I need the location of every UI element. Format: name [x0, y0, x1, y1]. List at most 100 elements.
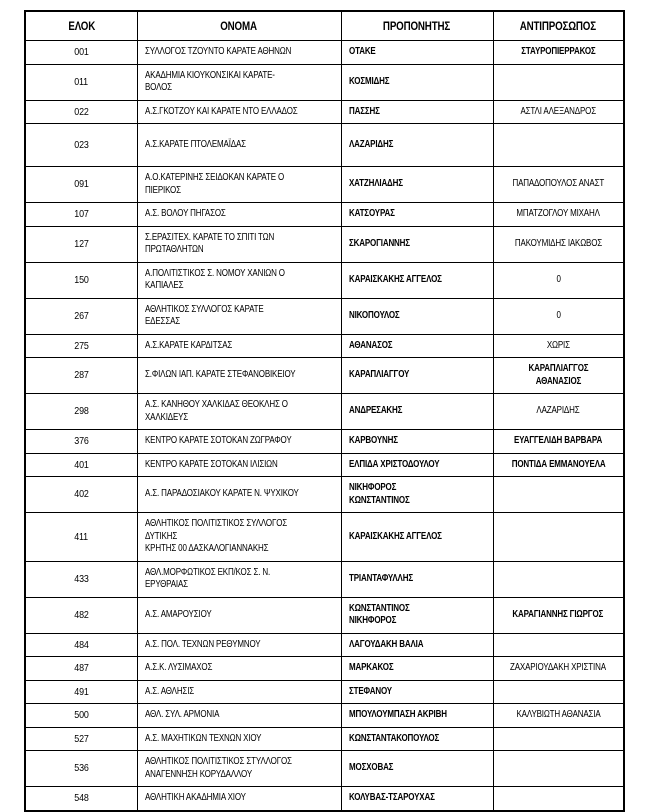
elok-code-text: 011: [74, 75, 89, 88]
coach-text: ΚΑΡΒΟΥΝΗΣ: [348, 435, 398, 446]
cell-club-name: Α.Σ. ΑΜΑΡΟΥΣΙΟΥ: [136, 596, 342, 634]
cell-elok-code: 011: [24, 63, 138, 101]
club-name-text: ΣΥΛΛΟΓΟΣ ΤΖΟΥΝΤΟ ΚΑΡΑΤΕ ΑΘΗΝΩΝ: [144, 46, 291, 57]
club-name-text: Α.Σ. ΠΑΡΑΔΟΣΙΑΚΟΥ ΚΑΡΑΤΕ Ν. ΨΥΧΙΚΟΥ: [144, 488, 299, 500]
club-name-text: ΑΘΛΗΤΙΚΟΣ ΣΥΛΛΟΓΟΣ ΚΑΡΑΤΕ ΕΔΕΣΣΑΣ: [144, 303, 264, 328]
header-coach: ΠΡΟΠΟΝΗΤΗΣ: [340, 10, 494, 41]
cell-elok-code: 402: [24, 476, 138, 513]
table-row: 287 Σ.ΦΙΛΩΝ ΙΑΠ. ΚΑΡΑΤΕ ΣΤΕΦΑΝΟΒΙΚΕΙΟΥ Κ…: [24, 357, 625, 394]
representative-text: 0: [556, 309, 561, 321]
coach-text: ΚΟΛΥΒΑΣ-ΤΣΑΡΟΥΧΑΣ: [348, 792, 435, 803]
cell-elok-code: 491: [24, 679, 138, 704]
coach-text: ΚΑΡΑΠΛΙΑΓΓΟΥ: [348, 369, 409, 381]
elok-code-text: 267: [74, 309, 89, 322]
coach-text: ΚΩΝΣΤΑΝΤΑΚΟΠΟΥΛΟΣ: [348, 732, 439, 744]
cell-representative: ΛΑΖΑΡΙΔΗΣ: [492, 393, 625, 430]
header-row: ΕΛΟΚ ΟΝΟΜΑ ΠΡΟΠΟΝΗΤΗΣ ΑΝΤΙΠΡΟΣΩΠΟΣ: [24, 10, 625, 41]
elok-code-text: 275: [74, 339, 89, 352]
cell-representative: [492, 726, 625, 751]
cell-representative: ΑΣΤΛΙ ΑΛΕΞΑΝΔΡΟΣ: [492, 99, 625, 124]
club-name-text: Σ.ΕΡΑΣΙΤΕΧ. ΚΑΡΑΤΕ ΤΟ ΣΠΙΤΙ ΤΩΝ ΠΡΩΤΑΘΛΗ…: [144, 231, 274, 256]
elok-code-text: 127: [74, 237, 89, 250]
cell-elok-code: 107: [24, 202, 138, 227]
cell-elok-code: 275: [24, 333, 138, 358]
cell-coach: ΟΤΑΚΕ: [340, 40, 494, 65]
cell-coach: ΚΩΝΣΤΑΝΤΙΝΟΣ ΝΙΚΗΦΟΡΟΣ: [340, 596, 494, 634]
cell-club-name: ΑΘΛΗΤΙΚΟΣ ΠΟΛΙΤΙΣΤΙΚΟΣ ΣΥΛΛΟΓΟΣ ΔΥΤΙΚΗΣ …: [136, 512, 342, 562]
cell-elok-code: 484: [24, 632, 138, 657]
cell-club-name: Α.Σ.Κ. ΛΥΣΙΜΑΧΟΣ: [136, 656, 342, 681]
coach-text: ΣΚΑΡΟΓΙΑΝΝΗΣ: [348, 237, 410, 249]
table-row: 127 Σ.ΕΡΑΣΙΤΕΧ. ΚΑΡΑΤΕ ΤΟ ΣΠΙΤΙ ΤΩΝ ΠΡΩΤ…: [24, 225, 625, 263]
cell-club-name: ΑΘΛ. ΣΥΛ. ΑΡΜΟΝΙΑ: [136, 703, 342, 728]
elok-code-text: 433: [74, 572, 89, 585]
representative-text: ΚΑΡΑΓΙΑΝΝΗΣ ΓΙΩΡΓΟΣ: [512, 608, 604, 620]
cell-coach: ΚΑΡΑΠΛΙΑΓΓΟΥ: [340, 357, 494, 394]
elok-code-text: 491: [74, 685, 89, 698]
table-header: ΕΛΟΚ ΟΝΟΜΑ ΠΡΟΠΟΝΗΤΗΣ ΑΝΤΙΠΡΟΣΩΠΟΣ: [24, 10, 625, 41]
cell-club-name: ΚΕΝΤΡΟ ΚΑΡΑΤΕ ΣΟΤΟΚΑΝ ΖΩΓΡΑΦΟΥ: [136, 429, 342, 454]
elok-code-text: 548: [74, 792, 89, 804]
table-row: 500 ΑΘΛ. ΣΥΛ. ΑΡΜΟΝΙΑ ΜΠΟΥΛΟΥΜΠΑΣΗ ΑΚΡΙΒ…: [24, 703, 625, 728]
elok-code-text: 023: [74, 138, 89, 151]
representative-text: ΖΑΧΑΡΙΟΥΔΑΚΗ ΧΡΙΣΤΙΝΑ: [510, 662, 607, 673]
coach-text: ΚΟΣΜΙΔΗΣ: [348, 75, 390, 87]
cell-coach: ΕΛΠΙΔΑ ΧΡΙΣΤΟΔΟΥΛΟΥ: [340, 452, 494, 477]
cell-club-name: ΣΥΛΛΟΓΟΣ ΤΖΟΥΝΤΟ ΚΑΡΑΤΕ ΑΘΗΝΩΝ: [136, 40, 342, 65]
club-name-text: Α.Σ. ΑΘΛΗΣΙΣ: [144, 685, 194, 697]
cell-coach: ΜΠΟΥΛΟΥΜΠΑΣΗ ΑΚΡΙΒΗ: [340, 703, 494, 728]
elok-code-text: 298: [74, 405, 89, 418]
cell-representative: ΠΑΠΑΔΟΠΟΥΛΟΣ ΑΝΑΣΤ: [492, 166, 625, 203]
cell-club-name: Α.Σ. ΠΑΡΑΔΟΣΙΑΚΟΥ ΚΑΡΑΤΕ Ν. ΨΥΧΙΚΟΥ: [136, 476, 342, 513]
header-name-label: ΟΝΟΜΑ: [220, 21, 258, 33]
cell-coach: ΚΩΝΣΤΑΝΤΑΚΟΠΟΥΛΟΣ: [340, 726, 494, 751]
cell-representative: ΧΩΡΙΣ: [492, 333, 625, 358]
cell-elok-code: 001: [24, 40, 138, 65]
cell-representative: 0: [492, 297, 625, 335]
cell-elok-code: 376: [24, 429, 138, 454]
cell-club-name: ΑΚΑΔΗΜΙΑ ΚΙΟΥΚΟΝΣΙΚΑΙ ΚΑΡΑΤΕ-ΒΟΛΟΣ: [136, 63, 342, 101]
representative-text: ΜΠΑΤΖΟΓΛΟΥ ΜΙΧΑΗΛ: [516, 208, 601, 219]
cell-elok-code: 527: [24, 726, 138, 751]
cell-elok-code: 287: [24, 357, 138, 394]
table-row: 150 Α.ΠΟΛΙΤΙΣΤΙΚΟΣ Σ. ΝΟΜΟΥ ΧΑΝΙΩΝ Ο ΚΑΠ…: [24, 261, 625, 299]
cell-elok-code: 548: [24, 786, 138, 811]
cell-coach: ΣΚΑΡΟΓΙΑΝΝΗΣ: [340, 225, 494, 263]
club-name-text: ΑΚΑΔΗΜΙΑ ΚΙΟΥΚΟΝΣΙΚΑΙ ΚΑΡΑΤΕ-ΒΟΛΟΣ: [144, 69, 275, 94]
cell-elok-code: 487: [24, 656, 138, 681]
cell-elok-code: 482: [24, 596, 138, 634]
table-row: 433 ΑΘΛ.ΜΟΡΦΩΤΙΚΟΣ ΕΚΠ/ΚΟΣ Σ. Ν. ΕΡΥΘΡΑΙ…: [24, 560, 625, 598]
cell-club-name: Σ.ΦΙΛΩΝ ΙΑΠ. ΚΑΡΑΤΕ ΣΤΕΦΑΝΟΒΙΚΕΙΟΥ: [136, 357, 342, 394]
club-name-text: Α.Σ.ΓΚΟΤΖΟΥ ΚΑΙ ΚΑΡΑΤΕ ΝΤΟ ΕΛΛΑΔΟΣ: [144, 105, 298, 117]
cell-coach: ΤΡΙΑΝΤΑΦΥΛΛΗΣ: [340, 560, 494, 598]
cell-representative: ΜΠΑΤΖΟΓΛΟΥ ΜΙΧΑΗΛ: [492, 202, 625, 227]
cell-coach: ΚΟΣΜΙΔΗΣ: [340, 63, 494, 101]
club-name-text: Α.Σ. ΑΜΑΡΟΥΣΙΟΥ: [144, 608, 212, 620]
cell-club-name: ΚΕΝΤΡΟ ΚΑΡΑΤΕ ΣΟΤΟΚΑΝ ΙΛΙΣΙΩΝ: [136, 452, 342, 477]
club-name-text: ΑΘΛΗΤΙΚΟΣ ΠΟΛΙΤΙΣΤΙΚΟΣ ΣΥΛΛΟΓΟΣ ΔΥΤΙΚΗΣ …: [144, 518, 287, 554]
cell-coach: ΚΑΡΑΙΣΚΑΚΗΣ ΑΓΓΕΛΟΣ: [340, 261, 494, 299]
elok-code-text: 287: [74, 369, 89, 382]
cell-club-name: Α.Ο.ΚΑΤΕΡΙΝΗΣ ΣΕΙΔΟΚΑΝ ΚΑΡΑΤΕ Ο ΠΙΕΡΙΚΟΣ: [136, 166, 342, 203]
cell-club-name: ΑΘΛΗΤΙΚΗ ΑΚΑΔΗΜΙΑ ΧΙΟΥ: [136, 786, 342, 811]
cell-representative: ΠΟΝΤΙΔΑ ΕΜΜΑΝΟΥΕΛΑ: [492, 452, 625, 477]
representative-text: ΠΟΝΤΙΔΑ ΕΜΜΑΝΟΥΕΛΑ: [511, 458, 606, 470]
elok-code-text: 411: [74, 530, 89, 543]
table-row: 107 Α.Σ. ΒΟΛΟΥ ΠΗΓΑΣΟΣ ΚΑΤΣΟΥΡΑΣ ΜΠΑΤΖΟΓ…: [24, 202, 625, 227]
coach-text: ΛΑΖΑΡΙΔΗΣ: [348, 138, 393, 150]
cell-club-name: Α.Σ.ΚΑΡΑΤΕ ΚΑΡΔΙΤΣΑΣ: [136, 333, 342, 358]
club-name-text: Α.Σ. ΠΟΛ. ΤΕΧΝΩΝ ΡΕΘΥΜΝΟΥ: [144, 638, 261, 650]
table-row: 023 Α.Σ.ΚΑΡΑΤΕ ΠΤΟΛΕΜΑΪΔΑΣ ΛΑΖΑΡΙΔΗΣ: [24, 123, 625, 167]
cell-coach: ΜΟΣΧΟΒΑΣ: [340, 750, 494, 787]
cell-elok-code: 536: [24, 750, 138, 787]
elok-code-text: 500: [74, 709, 89, 721]
cell-elok-code: 298: [24, 393, 138, 430]
table-body: 001 ΣΥΛΛΟΓΟΣ ΤΖΟΥΝΤΟ ΚΑΡΑΤΕ ΑΘΗΝΩΝ ΟΤΑΚΕ…: [24, 40, 625, 811]
elok-code-text: 482: [74, 608, 89, 621]
table-row: 376 ΚΕΝΤΡΟ ΚΑΡΑΤΕ ΣΟΤΟΚΑΝ ΖΩΓΡΑΦΟΥ ΚΑΡΒΟ…: [24, 429, 625, 454]
cell-representative: [492, 512, 625, 562]
club-name-text: Α.Σ.ΚΑΡΑΤΕ ΠΤΟΛΕΜΑΪΔΑΣ: [144, 138, 246, 150]
cell-representative: [492, 750, 625, 787]
coach-text: ΝΙΚΗΦΟΡΟΣ ΚΩΝΣΤΑΝΤΙΝΟΣ: [348, 482, 410, 506]
cell-representative: [492, 679, 625, 704]
